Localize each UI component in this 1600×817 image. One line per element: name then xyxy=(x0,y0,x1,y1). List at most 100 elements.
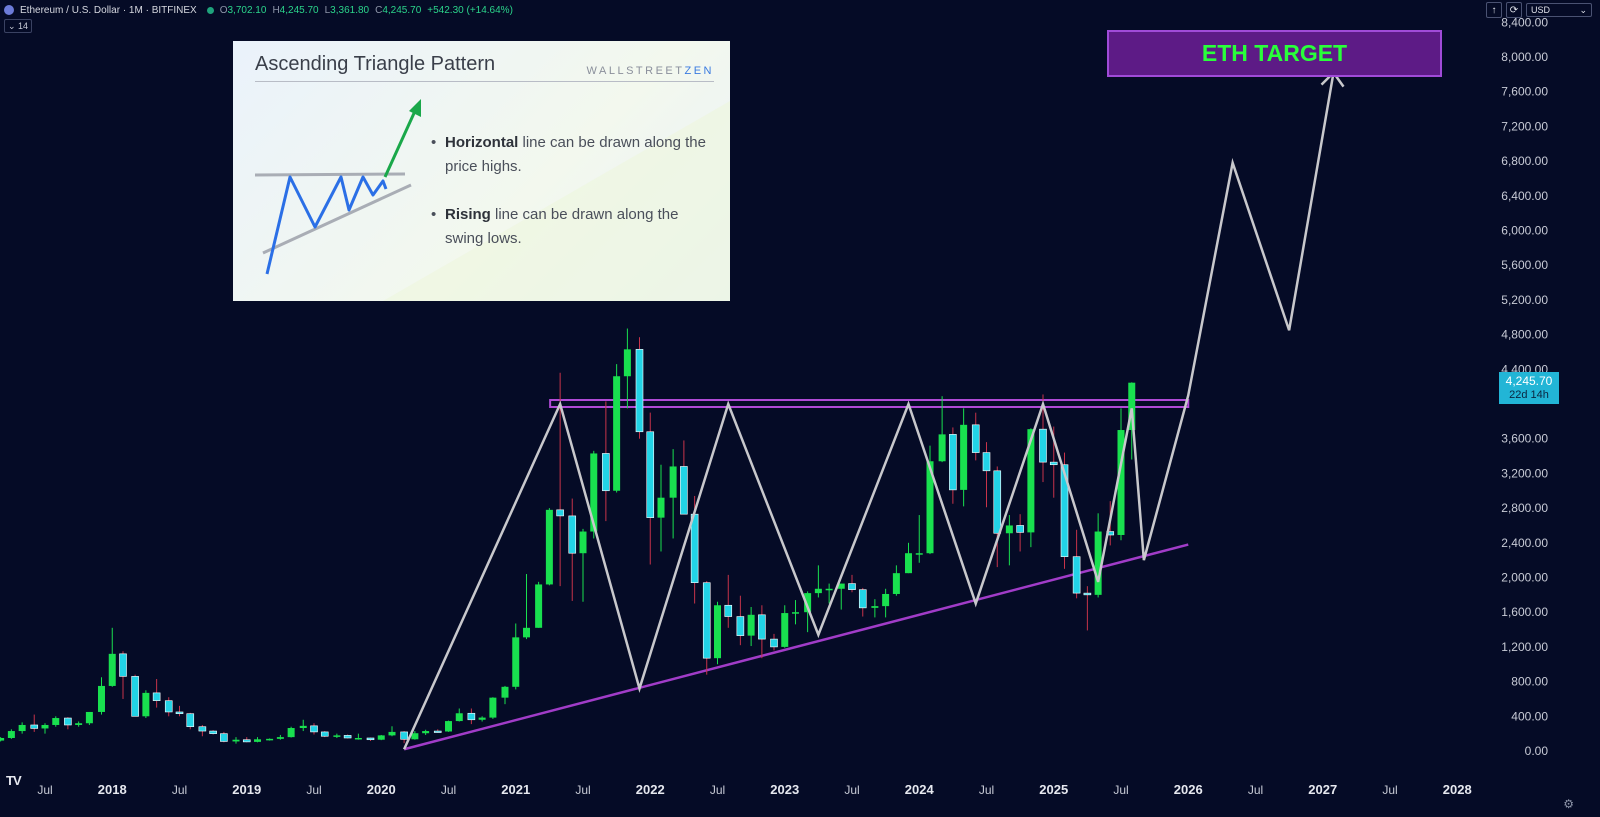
candle-body xyxy=(602,453,610,492)
candle-body xyxy=(635,349,644,433)
candle-body xyxy=(119,653,127,677)
candle-body xyxy=(433,730,442,733)
candle xyxy=(825,583,833,604)
low-value: 3,361.80 xyxy=(330,4,370,16)
candle xyxy=(1005,515,1013,566)
candle xyxy=(220,731,228,743)
candle-body xyxy=(276,737,284,739)
brand-part-a: WALLSTREET xyxy=(586,65,685,77)
candle xyxy=(489,697,497,719)
candle-body xyxy=(0,737,5,741)
candle-body xyxy=(882,593,890,607)
candle xyxy=(837,583,845,610)
bullet-rising-bold: Rising xyxy=(445,206,491,223)
time-tick-label: Jul xyxy=(1113,783,1128,797)
candle-body xyxy=(613,376,621,491)
bullet-horizontal: Horizontal line can be drawn along the p… xyxy=(431,131,715,179)
time-tick-label: Jul xyxy=(979,783,994,797)
candle xyxy=(501,685,509,705)
candle-body xyxy=(512,637,520,687)
candle-body xyxy=(657,497,665,518)
currency-select[interactable]: USD ⌄ xyxy=(1526,3,1592,17)
candle-body xyxy=(804,593,812,613)
candle xyxy=(960,408,968,507)
price-tick-label: 800.00 xyxy=(1511,675,1548,689)
candle xyxy=(971,412,980,461)
candle-body xyxy=(18,724,26,732)
candle-body xyxy=(736,616,745,636)
candle xyxy=(623,328,631,409)
price-axis-bg xyxy=(1500,0,1600,817)
candle-body xyxy=(1039,428,1047,463)
candle-body xyxy=(186,713,195,728)
bar-countdown: 22d 14h xyxy=(1509,389,1549,401)
candle xyxy=(377,734,385,741)
candle-body xyxy=(938,434,946,462)
candle-body xyxy=(445,721,452,732)
candle-body xyxy=(1128,382,1136,431)
candle-body xyxy=(556,509,564,517)
candle xyxy=(299,719,307,732)
candle-body xyxy=(1117,430,1125,535)
change-value: +542.30 (+14.64%) xyxy=(427,4,513,16)
candle xyxy=(724,574,733,628)
candle xyxy=(254,737,262,743)
time-tick-label: Jul xyxy=(172,783,187,797)
candle-body xyxy=(714,605,721,659)
candle-body xyxy=(30,724,39,729)
settings-gear-icon[interactable]: ⚙ xyxy=(1563,797,1574,811)
arrow-up-icon[interactable]: ↑ xyxy=(1486,2,1502,18)
candle-body xyxy=(690,513,699,584)
indicator-collapse-button[interactable]: ⌄ 14 xyxy=(4,19,32,33)
time-tick-label: 2025 xyxy=(1039,782,1068,797)
candle-body xyxy=(590,453,598,532)
time-tick-label: Jul xyxy=(441,783,456,797)
candle xyxy=(993,466,1002,568)
high-label: H xyxy=(272,4,280,16)
candle xyxy=(333,733,341,738)
candle xyxy=(792,600,800,625)
candle-body xyxy=(982,452,991,472)
price-tick-label: 2,000.00 xyxy=(1501,571,1548,585)
candle xyxy=(949,427,957,504)
candle-body xyxy=(545,509,553,585)
candle xyxy=(18,722,26,734)
close-value: 4,245.70 xyxy=(382,4,422,16)
price-tick-label: 3,200.00 xyxy=(1501,466,1548,480)
candle xyxy=(904,542,912,574)
time-axis[interactable]: Jul 2018 Jul 2019 Jul 2020 Jul 2021 Jul 2022 Jul 20… xyxy=(37,782,1471,797)
price-tick-label: 8,400.00 xyxy=(1501,15,1548,29)
candle-body xyxy=(266,738,274,741)
candle-body xyxy=(287,728,295,738)
candle-body xyxy=(646,431,655,518)
candle-body xyxy=(52,718,60,725)
candle-body xyxy=(1072,556,1081,594)
candle xyxy=(276,734,284,740)
candle-body xyxy=(1049,461,1058,466)
refresh-icon[interactable]: ⟳ xyxy=(1506,2,1522,18)
time-tick-label: Jul xyxy=(575,783,590,797)
candle xyxy=(657,464,665,552)
candle-body xyxy=(915,553,923,555)
candle xyxy=(366,737,375,742)
price-tick-label: 7,600.00 xyxy=(1501,85,1548,99)
candle xyxy=(545,508,553,586)
candle-body xyxy=(837,583,845,589)
candle xyxy=(343,734,352,739)
last-price-tag: 4,245.70 22d 14h xyxy=(1499,372,1559,404)
time-tick-label: Jul xyxy=(844,783,859,797)
price-tick-label: 5,200.00 xyxy=(1501,293,1548,307)
price-axis[interactable]: 0.00 400.00 800.00 1,200.00 1,600.00 2,000.00… xyxy=(1500,0,1600,817)
candle-body xyxy=(64,717,72,726)
price-tick-label: 1,200.00 xyxy=(1501,640,1548,654)
candle-body xyxy=(848,583,856,590)
tradingview-logo[interactable]: TV xyxy=(6,773,22,788)
candle-body xyxy=(669,466,677,498)
candle xyxy=(781,605,789,648)
price-tick-label: 3,600.00 xyxy=(1501,432,1548,446)
candle xyxy=(467,708,476,725)
candle-body xyxy=(97,685,105,712)
candle xyxy=(1083,586,1092,631)
time-tick-label: Jul xyxy=(710,783,725,797)
